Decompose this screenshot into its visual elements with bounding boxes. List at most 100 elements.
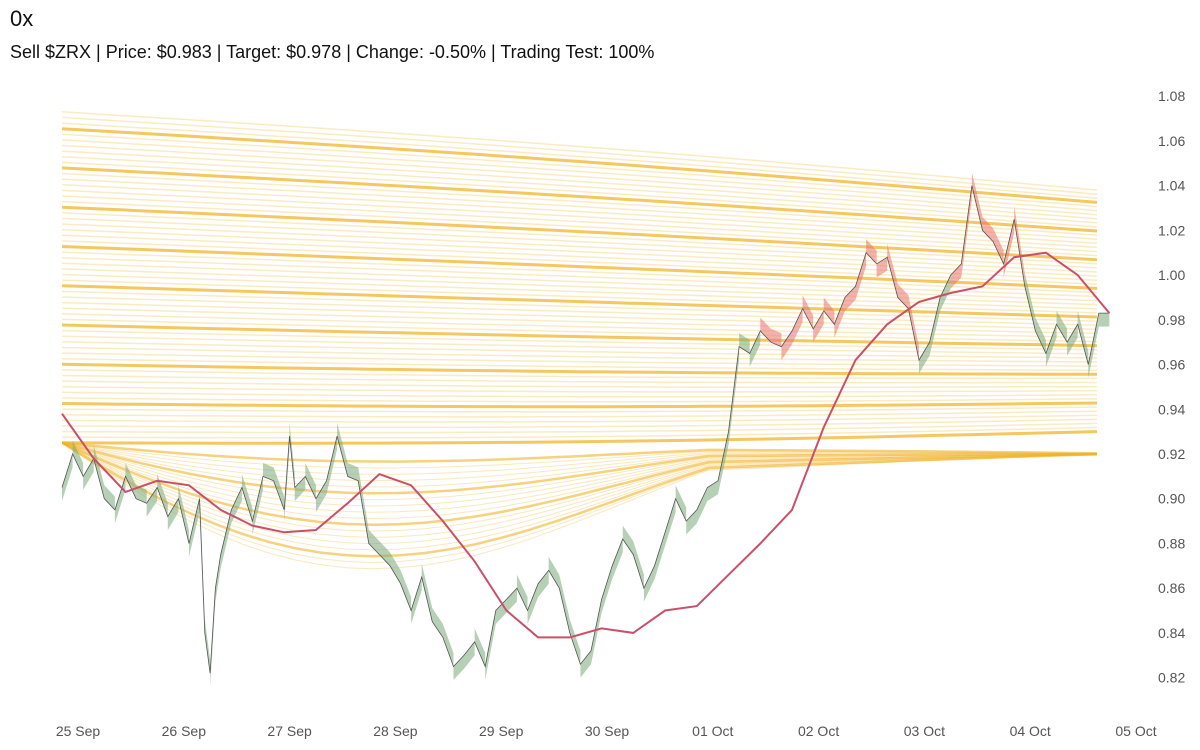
moving-average-line [61, 251, 1111, 639]
band-line [62, 401, 1098, 409]
band-line [62, 406, 1098, 413]
deviation-fill [1088, 313, 1099, 378]
deviation-fill [1035, 317, 1046, 354]
band-line [62, 323, 1098, 348]
deviation-fill [559, 574, 570, 633]
deviation-fill [157, 474, 168, 517]
price-deviation-fills [62, 172, 1110, 687]
band-line [62, 352, 1098, 367]
band-line [62, 268, 1098, 306]
band-line [62, 122, 1098, 200]
deviation-fill [823, 297, 835, 325]
band-line [62, 313, 1098, 339]
band-line-lower [62, 442, 1098, 475]
band-line [62, 178, 1098, 240]
y-tick-label: 0.92 [1158, 446, 1185, 462]
band-line [62, 273, 1098, 310]
deviation-fill [474, 628, 486, 667]
x-axis: 25 Sep 26 Sep 27 Sep 28 Sep 29 Sep 30 Sep 01 O… [56, 723, 1157, 739]
deviation-fill [326, 436, 338, 495]
deviation-fill [104, 485, 115, 510]
deviation-fill [548, 556, 560, 589]
y-tick-label: 0.82 [1158, 670, 1185, 686]
band-line [62, 318, 1098, 343]
x-tick-label: 03 Oct [904, 723, 945, 739]
band-line [62, 262, 1098, 302]
deviation-fill [527, 583, 539, 624]
band-line-lower [62, 442, 1098, 564]
deviation-fill [315, 480, 327, 513]
deviation-fill [1067, 324, 1078, 356]
band-line [62, 223, 1098, 273]
deviation-fill [866, 239, 877, 264]
forecast-bands [62, 111, 1098, 570]
deviation-fill [1077, 310, 1089, 365]
band-line [62, 217, 1098, 269]
deviation-fill [834, 297, 845, 338]
deviation-fill [961, 185, 972, 278]
band-line [62, 127, 1098, 204]
deviation-fill [696, 487, 708, 524]
band-line [62, 184, 1098, 245]
deviation-fill [675, 485, 687, 522]
deviation-fill [643, 565, 655, 602]
deviation-fill [93, 445, 105, 499]
x-tick-label: 05 Oct [1115, 723, 1156, 739]
y-tick-label: 1.02 [1158, 222, 1185, 238]
deviation-fill [368, 530, 380, 555]
y-tick-label: 0.88 [1158, 535, 1185, 551]
band-line [62, 212, 1098, 265]
band-line [62, 284, 1098, 319]
band-line [62, 380, 1098, 388]
y-tick-label: 1.00 [1158, 267, 1185, 283]
band-line-lower [62, 442, 1098, 501]
deviation-fill [305, 462, 316, 499]
deviation-fill [749, 331, 761, 367]
band-line [62, 385, 1098, 393]
deviation-fill [389, 552, 401, 584]
deviation-fill [188, 498, 200, 557]
deviation-fill [538, 570, 549, 598]
deviation-fill [1014, 205, 1025, 287]
deviation-fill [453, 655, 465, 680]
deviation-fill [178, 485, 189, 544]
deviation-fill [400, 570, 412, 611]
deviation-fill [855, 252, 867, 300]
deviation-fill [421, 563, 433, 622]
band-line [62, 166, 1098, 233]
deviation-fill [167, 498, 179, 531]
x-tick-label: 25 Sep [56, 723, 101, 739]
deviation-fill [813, 310, 824, 343]
deviation-fill [971, 172, 983, 231]
band-line [62, 329, 1098, 351]
band-line-lower [62, 442, 1098, 469]
band-line [62, 256, 1098, 298]
band-line [62, 279, 1098, 314]
deviation-fill [1045, 324, 1057, 367]
band-line [62, 290, 1098, 322]
deviation-fill [591, 599, 602, 665]
band-line [62, 205, 1098, 262]
deviation-fill [908, 295, 919, 361]
band-line [62, 374, 1097, 384]
deviation-fill [792, 308, 803, 345]
deviation-fill [146, 487, 158, 517]
deviation-fill [231, 487, 242, 524]
deviation-fill [844, 286, 856, 311]
deviation-fill [516, 574, 528, 611]
band-line-lower [62, 442, 1098, 507]
band-line [62, 357, 1098, 371]
deviation-fill [993, 228, 1004, 264]
band-line [62, 426, 1098, 439]
x-tick-label: 29 Sep [479, 723, 524, 739]
deviation-fill [241, 474, 253, 522]
band-line-lower [62, 442, 1098, 570]
band-line [62, 228, 1098, 277]
band-line [62, 369, 1097, 380]
band-line [62, 172, 1098, 236]
deviation-fill [982, 216, 994, 242]
deviation-fill [717, 431, 729, 495]
band-line [62, 346, 1098, 363]
y-axis: 0.82 0.84 0.86 0.88 0.90 0.92 0.94 0.96 0.98 1.00… [1158, 88, 1185, 685]
